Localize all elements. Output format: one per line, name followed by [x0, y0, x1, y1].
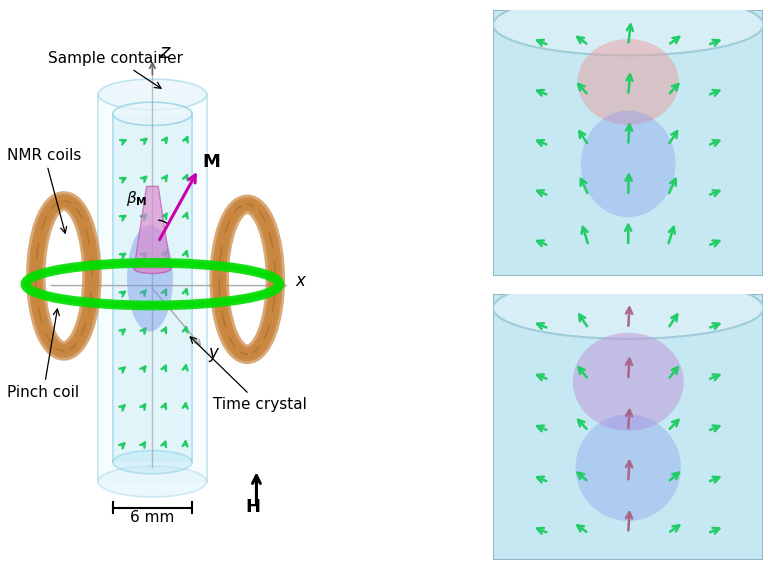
Text: 6 mm: 6 mm [131, 510, 174, 525]
Ellipse shape [493, 0, 763, 55]
Text: Sample container: Sample container [48, 51, 184, 88]
Ellipse shape [113, 450, 192, 474]
Ellipse shape [573, 333, 684, 431]
Ellipse shape [98, 79, 207, 110]
Text: $\beta_{\mathbf{M}}$: $\beta_{\mathbf{M}}$ [126, 190, 147, 209]
Ellipse shape [575, 415, 681, 521]
Ellipse shape [127, 225, 173, 332]
Polygon shape [134, 187, 170, 268]
Ellipse shape [134, 264, 170, 274]
Ellipse shape [98, 466, 207, 497]
FancyBboxPatch shape [98, 94, 207, 482]
FancyBboxPatch shape [113, 114, 192, 462]
Text: Time crystal: Time crystal [190, 337, 306, 412]
Text: M: M [202, 153, 220, 171]
Text: x: x [295, 271, 305, 290]
Ellipse shape [578, 39, 679, 125]
Text: y: y [208, 344, 218, 362]
Ellipse shape [493, 278, 763, 339]
Text: NMR coils: NMR coils [7, 148, 81, 233]
Ellipse shape [113, 102, 192, 126]
Text: z: z [159, 43, 169, 62]
Text: Pinch coil: Pinch coil [7, 309, 79, 400]
Text: H: H [245, 498, 260, 516]
Ellipse shape [581, 111, 676, 217]
